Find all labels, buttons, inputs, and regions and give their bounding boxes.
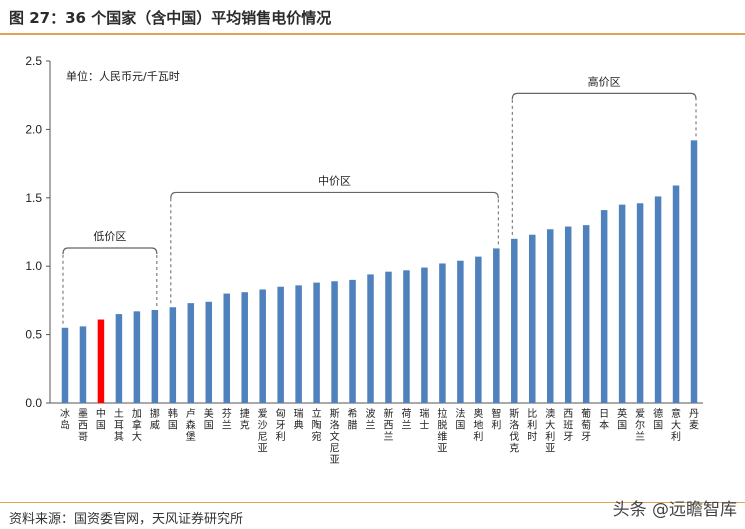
category-label: 斯洛伐克 xyxy=(509,407,519,455)
category-label: 法国 xyxy=(455,407,465,432)
zone-bracket xyxy=(170,191,499,199)
bar xyxy=(97,319,105,403)
bar xyxy=(529,234,536,403)
bar xyxy=(690,140,698,403)
bar xyxy=(313,282,320,403)
bar xyxy=(493,248,500,403)
category-label: 西班牙 xyxy=(563,409,573,443)
bar xyxy=(79,326,87,403)
bar xyxy=(439,263,446,403)
bar xyxy=(475,256,482,403)
bar xyxy=(636,203,644,403)
bar xyxy=(403,270,410,403)
zone-label: 低价区 xyxy=(93,230,126,243)
zone-bracket xyxy=(511,92,697,100)
bar xyxy=(349,279,356,403)
figure-header: 图 27：36 个国家（含中国）平均销售电价情况 xyxy=(0,0,745,34)
category-label: 意大利 xyxy=(671,407,681,443)
bar xyxy=(600,210,608,403)
zone-label: 高价区 xyxy=(588,74,621,88)
chart-bars xyxy=(61,140,698,403)
source-note: 资料来源：国资委官网，天风证券研究所 xyxy=(9,512,244,527)
category-label: 韩国 xyxy=(168,407,178,432)
bar xyxy=(582,225,590,403)
category-label: 荷兰 xyxy=(401,408,411,432)
chart-axes: 0.0 0.5 1.0 1.5 2.0 2.5 xyxy=(25,54,703,410)
category-label: 智利 xyxy=(491,407,501,432)
y-tick-label: 0.5 xyxy=(25,328,42,342)
category-label: 芬兰 xyxy=(222,408,232,432)
bar xyxy=(151,309,159,403)
category-label: 中国 xyxy=(96,407,106,432)
category-label: 土耳其 xyxy=(114,407,124,443)
category-label: 墨西哥 xyxy=(78,408,88,443)
bar xyxy=(259,289,266,403)
bar xyxy=(169,307,177,403)
category-label: 美国 xyxy=(204,407,214,432)
category-label: 波兰 xyxy=(366,407,376,432)
header-divider xyxy=(0,33,745,35)
category-label: 立陶宛 xyxy=(312,407,322,443)
bar xyxy=(457,260,464,403)
zone-bracket xyxy=(62,247,158,254)
category-label: 比利时 xyxy=(527,408,537,443)
category-label: 斯洛文尼亚 xyxy=(330,407,340,466)
watermark: 头条 @远瞻智库 xyxy=(612,500,737,520)
category-label: 日本 xyxy=(599,409,609,432)
y-tick-label: 0.0 xyxy=(25,396,42,410)
zone-label: 中价区 xyxy=(318,174,351,187)
category-label: 德国 xyxy=(653,407,663,432)
bar xyxy=(564,226,572,403)
category-label: 丹麦 xyxy=(689,408,699,432)
bar xyxy=(295,285,302,403)
category-label: 匈牙利 xyxy=(276,407,286,443)
bar xyxy=(205,301,213,403)
category-label: 爱尔兰 xyxy=(635,407,645,443)
category-label: 捷克 xyxy=(240,407,250,432)
category-label: 加拿大 xyxy=(132,408,142,443)
bar xyxy=(511,238,518,403)
bar xyxy=(115,314,123,403)
bar xyxy=(223,293,230,403)
bar xyxy=(654,196,662,403)
bar xyxy=(277,286,284,403)
bar xyxy=(61,327,69,403)
category-label: 挪威 xyxy=(150,407,160,432)
y-tick-label: 2.0 xyxy=(25,122,42,136)
bar xyxy=(133,311,141,403)
bar xyxy=(187,303,195,403)
category-labels: 冰岛墨西哥中国土耳其加拿大挪威韩国卢森堡美国芬兰捷克爱沙尼亚匈牙利瑞典立陶宛斯洛… xyxy=(60,407,699,466)
category-label: 澳大利亚 xyxy=(545,407,555,455)
bar xyxy=(331,281,338,403)
bar xyxy=(546,229,554,403)
bar xyxy=(367,274,374,403)
bar xyxy=(385,271,392,403)
category-label: 瑞士 xyxy=(419,408,429,432)
bar xyxy=(618,204,626,403)
zone-annotations: 低价区 中价区 高价区 xyxy=(62,74,697,324)
category-label: 冰岛 xyxy=(60,407,70,432)
category-label: 瑞典 xyxy=(294,408,304,432)
unit-label: 单位：人民币元/千瓦时 xyxy=(66,69,180,83)
bar xyxy=(421,267,428,403)
y-tick-label: 1.0 xyxy=(25,259,42,273)
category-label: 英国 xyxy=(617,407,627,432)
bar xyxy=(241,292,248,403)
y-tick-label: 1.5 xyxy=(25,191,42,205)
bar xyxy=(672,185,680,403)
category-label: 奥地利 xyxy=(473,407,483,443)
figure-title: 图 27：36 个国家（含中国）平均销售电价情况 xyxy=(9,9,332,27)
category-label: 爱沙尼亚 xyxy=(258,407,268,455)
category-label: 希腊 xyxy=(348,407,358,432)
category-label: 葡萄牙 xyxy=(581,407,591,443)
footer-divider xyxy=(0,502,745,503)
category-label: 拉脱维亚 xyxy=(437,407,447,455)
category-label: 新西兰 xyxy=(383,407,393,443)
y-tick-label: 2.5 xyxy=(25,54,42,68)
category-label: 卢森堡 xyxy=(186,407,196,443)
